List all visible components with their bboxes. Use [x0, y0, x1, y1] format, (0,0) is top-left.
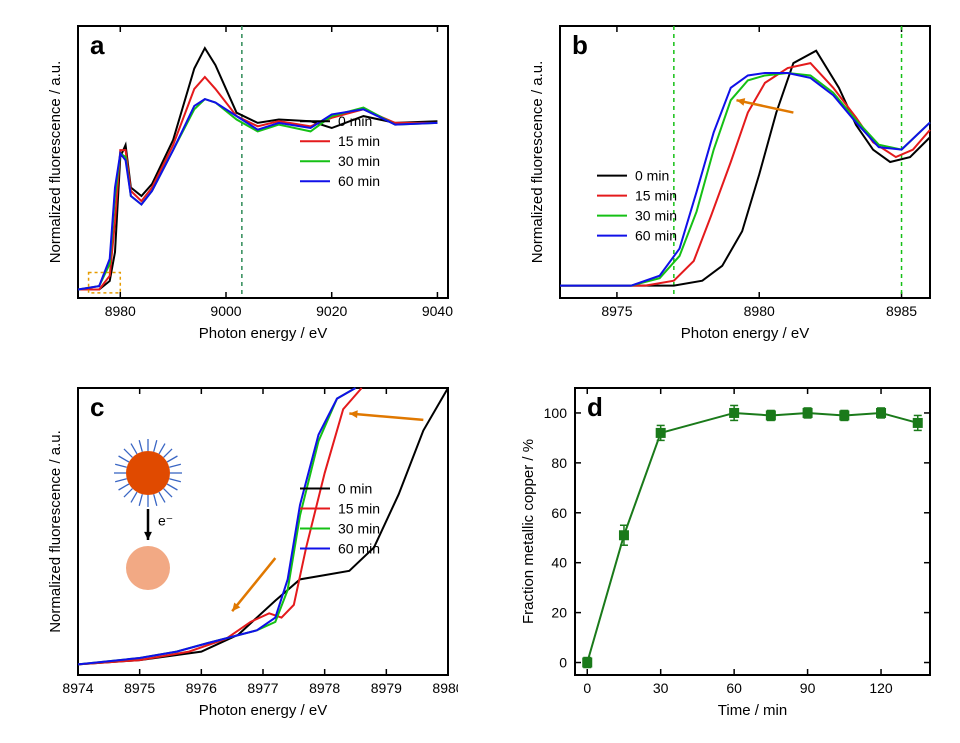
spectrum-60min: [560, 73, 930, 286]
spectrum-0min: [560, 51, 930, 286]
legend-label: 30 min: [338, 520, 380, 536]
panel-b: 8975 8980 8985 Photon energy / eV Normalized…: [490, 8, 940, 348]
data-point: [619, 530, 629, 540]
xtick-label: 8985: [886, 303, 917, 319]
legend-label: 15 min: [635, 188, 677, 204]
legend-label: 0 min: [338, 113, 372, 129]
data-point: [876, 408, 886, 418]
data-point: [729, 408, 739, 418]
xtick-label: 90: [800, 680, 816, 696]
spectrum-60min: [78, 388, 356, 664]
spectrum-15min: [78, 77, 437, 290]
legend-label: 30 min: [338, 153, 380, 169]
x-axis-label: Time / min: [718, 702, 787, 719]
xtick-label: 8977: [247, 680, 278, 696]
ytick-label: 80: [551, 455, 567, 471]
panel-letter: c: [90, 392, 104, 422]
legend-label: 60 min: [338, 540, 380, 556]
panel-letter: d: [587, 392, 603, 422]
electron-label: e⁻: [158, 513, 173, 529]
y-axis-label: Normalized fluorescence / a.u.: [47, 430, 64, 633]
axes-frame: [560, 26, 930, 298]
legend-label: 0 min: [635, 168, 669, 184]
panel-d: 0 30 60 90 120 0 20 40 60 80 100 Time / min Fraction…: [490, 370, 940, 730]
xtick-label: 30: [653, 680, 669, 696]
xtick-label: 9000: [210, 303, 241, 319]
xtick-label: 8975: [124, 680, 155, 696]
ytick-label: 40: [551, 555, 567, 571]
data-point: [582, 658, 592, 668]
y-axis-label: Normalized fluorescence / a.u.: [47, 61, 64, 264]
axes-frame: [78, 26, 448, 298]
figure-grid: 8980900090209040Photon energy / eVNormal…: [0, 0, 960, 743]
arrow: [349, 414, 423, 420]
legend-label: 15 min: [338, 133, 380, 149]
data-point: [803, 408, 813, 418]
arrow: [736, 100, 793, 112]
x-axis-label: Photon energy / eV: [199, 325, 327, 342]
xtick-label: 0: [583, 680, 591, 696]
xtick-label: 9020: [316, 303, 347, 319]
xtick-label: 8976: [186, 680, 217, 696]
panel-c: 8974 8975 8976 8977 8978 8979 8980 Photon energ…: [8, 370, 458, 730]
panel-letter: a: [90, 30, 105, 60]
xtick-label: 9040: [422, 303, 453, 319]
ytick-label: 20: [551, 605, 567, 621]
spectrum-30min: [560, 73, 930, 286]
panel-letter: b: [572, 30, 588, 60]
y-axis-label: Normalized fluorescence / a.u.: [529, 61, 546, 264]
xtick-label: 8978: [309, 680, 340, 696]
spectrum-15min: [78, 388, 362, 664]
xtick-label: 8980: [105, 303, 136, 319]
kinetics-line: [587, 413, 918, 663]
ytick-label: 100: [544, 405, 568, 421]
legend-label: 60 min: [635, 228, 677, 244]
xtick-label: 8980: [744, 303, 775, 319]
x-axis-label: Photon energy / eV: [681, 325, 809, 342]
legend-label: 60 min: [338, 173, 380, 189]
data-point: [656, 428, 666, 438]
nanoparticle-oxidized-icon: [126, 451, 170, 495]
xtick-label: 8979: [371, 680, 402, 696]
legend-label: 15 min: [338, 500, 380, 516]
spectrum-30min: [78, 388, 356, 664]
ytick-label: 60: [551, 505, 567, 521]
xtick-label: 60: [726, 680, 742, 696]
xtick-label: 8974: [62, 680, 93, 696]
spectrum-15min: [560, 63, 930, 286]
xtick-label: 8975: [601, 303, 632, 319]
spectrum-30min: [78, 99, 437, 289]
legend-label: 30 min: [635, 208, 677, 224]
data-point: [913, 418, 923, 428]
x-axis-label: Photon energy / eV: [199, 702, 327, 719]
spectrum-60min: [78, 99, 437, 289]
xtick-label: 120: [869, 680, 893, 696]
arrow: [232, 558, 275, 611]
spectrum-0min: [78, 48, 437, 289]
axes-frame: [78, 388, 448, 675]
data-point: [839, 410, 849, 420]
y-axis-label: Fraction metallic copper / %: [520, 439, 537, 624]
legend-label: 0 min: [338, 480, 372, 496]
ytick-label: 0: [559, 655, 567, 671]
xtick-label: 8980: [432, 680, 458, 696]
spectrum-0min: [78, 388, 448, 664]
panel-a: 8980 9000 9020 9040 Photon energy / eV Normal…: [8, 8, 458, 348]
nanoparticle-reduced-icon: [126, 546, 170, 590]
data-point: [766, 410, 776, 420]
